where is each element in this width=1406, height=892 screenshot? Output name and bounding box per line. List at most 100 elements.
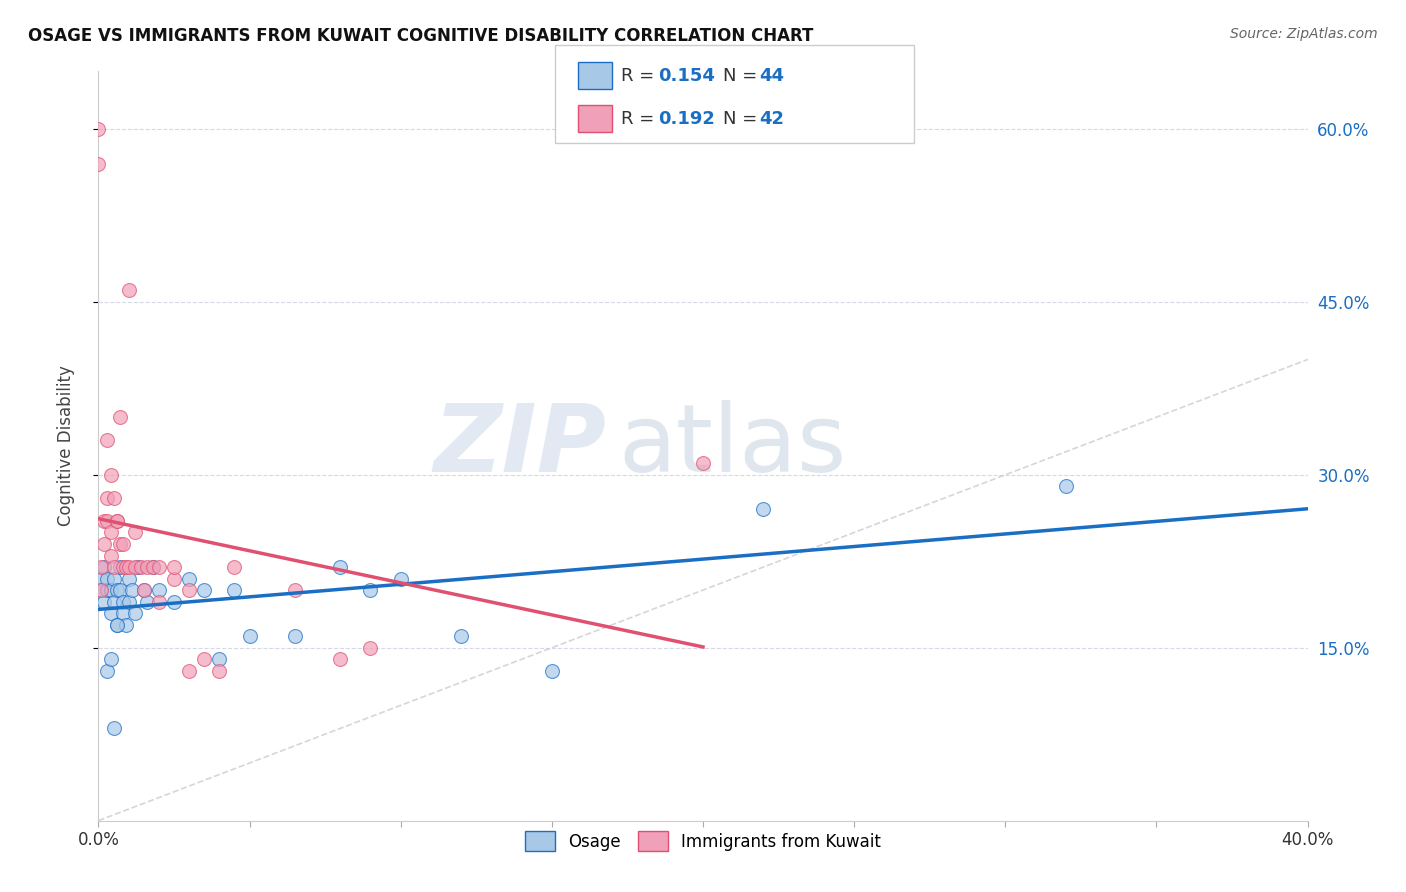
Point [224,583,246,598]
Point [118,284,141,298]
Point [124,560,146,574]
Point [135,594,157,608]
Point [96,491,118,505]
Text: R =: R = [621,110,661,128]
Point [193,583,215,598]
Text: 0.154: 0.154 [658,67,714,85]
Y-axis label: Cognitive Disability: Cognitive Disability [56,366,75,526]
Point [179,664,201,678]
Point [208,652,231,666]
Point [163,560,186,574]
Point [100,652,122,666]
Point [142,560,165,574]
Point [108,537,131,551]
Point [93,594,115,608]
Point [329,652,352,666]
Point [87,122,110,136]
Point [111,560,134,574]
Point [100,549,122,563]
Point [105,514,128,528]
Point [105,583,128,598]
Point [148,560,170,574]
Point [124,606,146,620]
Point [692,456,714,470]
Point [752,502,775,516]
Point [111,606,134,620]
Point [93,514,115,528]
Text: N =: N = [723,110,762,128]
Text: 44: 44 [759,67,785,85]
Text: atlas: atlas [619,400,846,492]
Point [93,537,115,551]
Point [179,572,201,586]
Point [148,594,170,608]
Point [163,572,186,586]
Point [103,560,125,574]
Point [239,629,262,643]
Point [96,583,118,598]
Point [329,560,352,574]
Point [118,560,141,574]
Point [108,583,131,598]
Point [121,583,143,598]
Point [224,560,246,574]
Point [103,491,125,505]
Point [135,560,157,574]
Text: N =: N = [723,67,762,85]
Point [103,722,125,736]
Point [193,652,215,666]
Point [103,594,125,608]
Text: OSAGE VS IMMIGRANTS FROM KUWAIT COGNITIVE DISABILITY CORRELATION CHART: OSAGE VS IMMIGRANTS FROM KUWAIT COGNITIV… [28,27,814,45]
Point [100,583,122,598]
Legend: Osage, Immigrants from Kuwait: Osage, Immigrants from Kuwait [519,825,887,857]
Point [96,572,118,586]
Point [132,583,155,598]
Point [132,583,155,598]
Text: ZIP: ZIP [433,400,606,492]
Point [100,467,122,482]
Point [1054,479,1077,493]
Point [90,560,112,574]
Point [114,560,136,574]
Point [87,156,110,170]
Point [90,572,112,586]
Point [540,664,562,678]
Point [111,537,134,551]
Text: 42: 42 [759,110,785,128]
Point [105,514,128,528]
Point [389,572,412,586]
Point [284,629,307,643]
Point [208,664,231,678]
Point [142,560,165,574]
Point [111,594,134,608]
Point [284,583,307,598]
Point [90,583,112,598]
Text: R =: R = [621,67,661,85]
Point [129,560,152,574]
Point [118,572,141,586]
Text: 0.192: 0.192 [658,110,714,128]
Point [163,594,186,608]
Point [108,410,131,425]
Point [127,560,149,574]
Point [118,594,141,608]
Point [96,434,118,448]
Point [96,514,118,528]
Point [103,572,125,586]
Point [360,583,382,598]
Point [148,583,170,598]
Point [360,640,382,655]
Point [90,583,112,598]
Point [124,525,146,540]
Point [105,617,128,632]
Point [96,664,118,678]
Text: Source: ZipAtlas.com: Source: ZipAtlas.com [1230,27,1378,41]
Point [450,629,472,643]
Point [179,583,201,598]
Point [114,617,136,632]
Point [93,560,115,574]
Point [100,606,122,620]
Point [100,525,122,540]
Point [108,560,131,574]
Point [105,617,128,632]
